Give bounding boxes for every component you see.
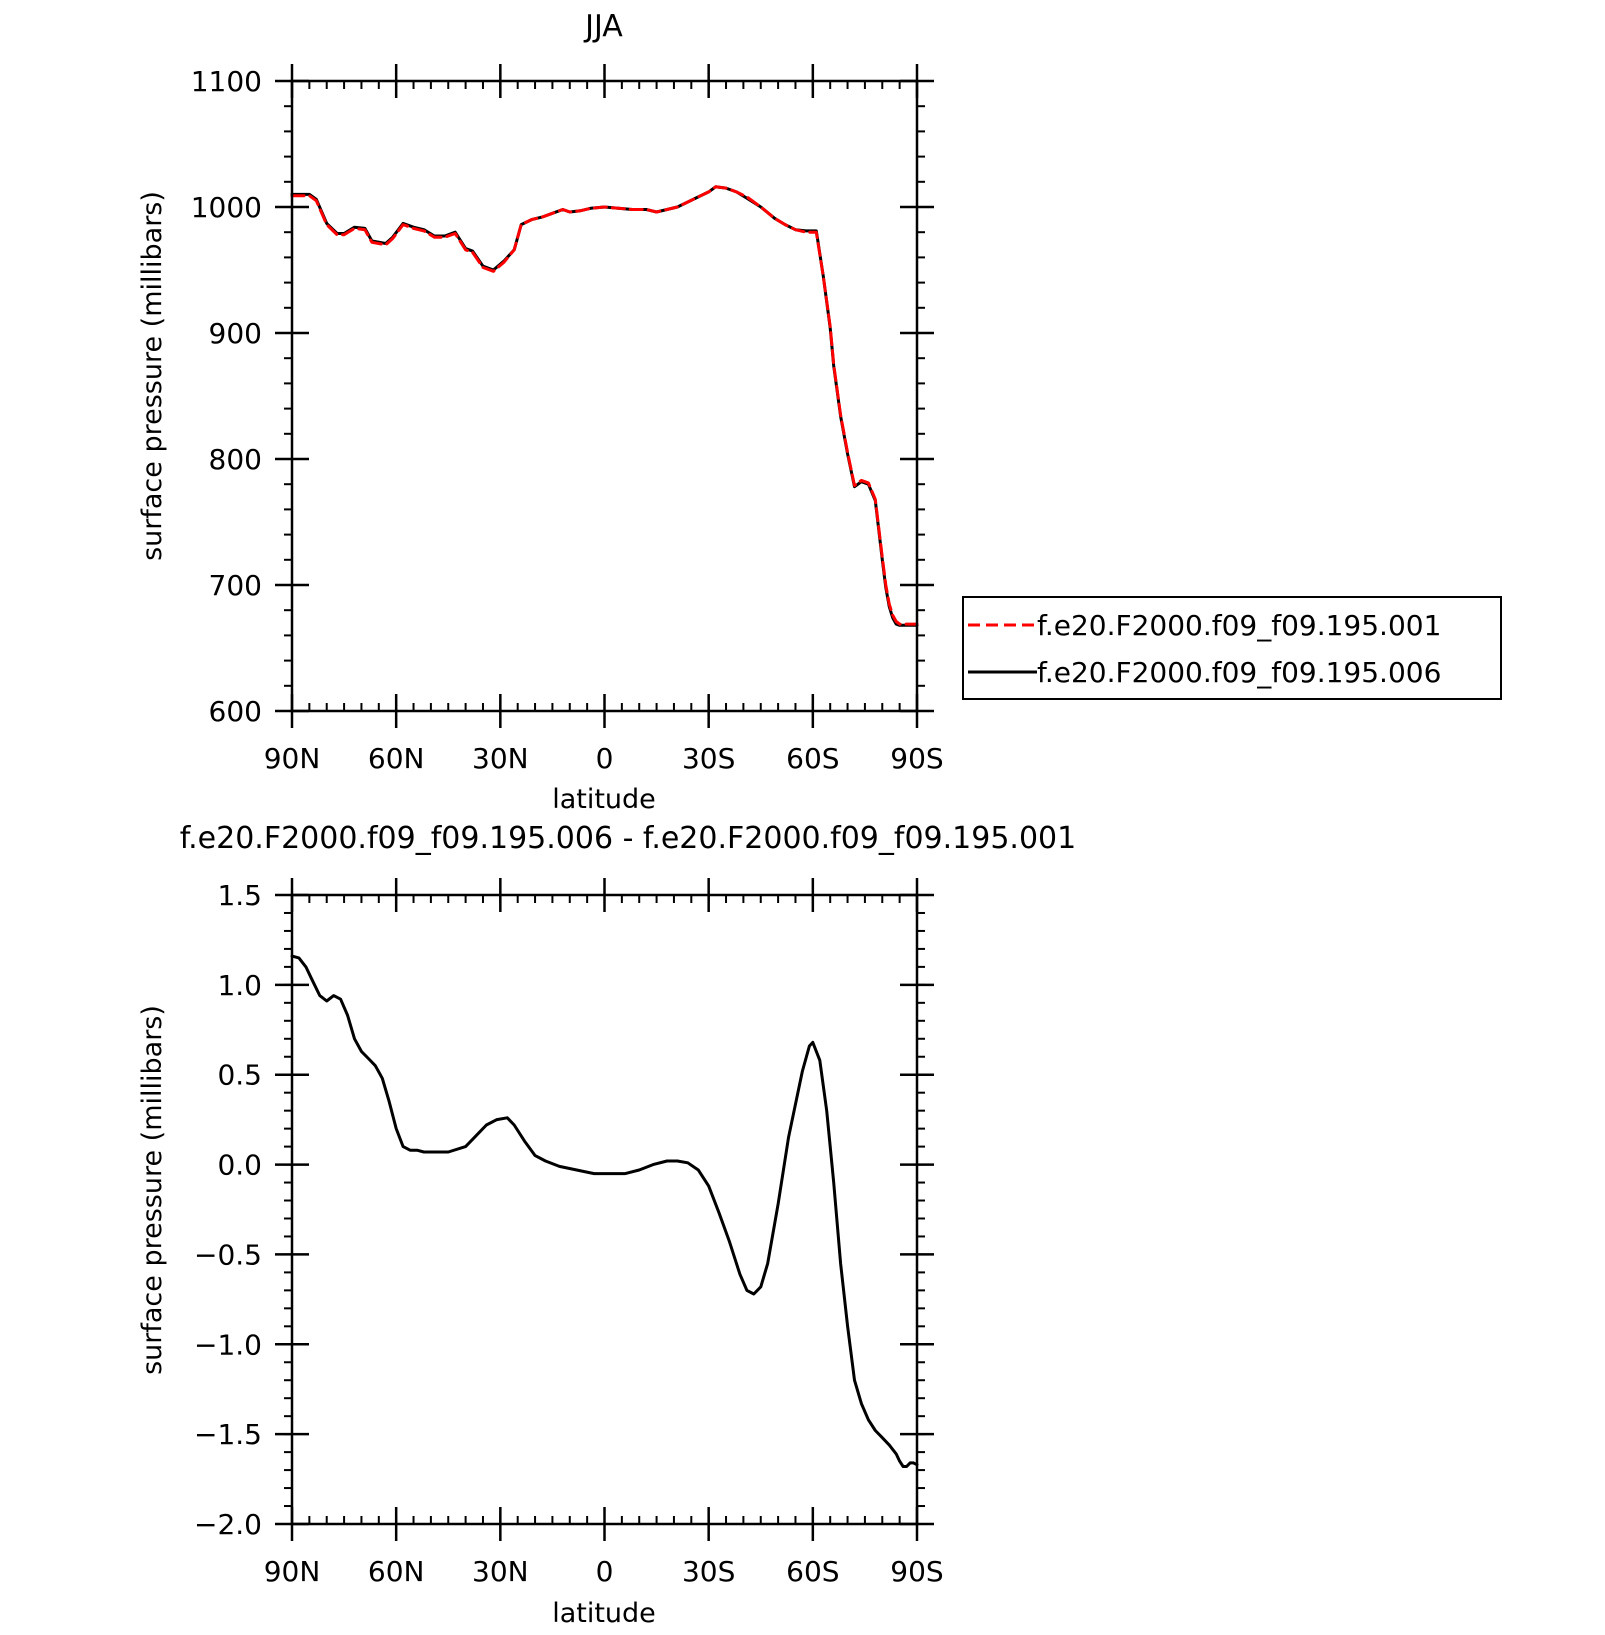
legend-box: [962, 596, 1502, 700]
top-series-lines: [290, 185, 919, 627]
top-x-tick-label: 90S: [890, 742, 943, 775]
legend: f.e20.F2000.f09_f09.195.001 f.e20.F2000.…: [962, 596, 1502, 700]
top-x-tick-label: 60S: [786, 742, 839, 775]
bottom-x-tick-label: 60N: [368, 1555, 425, 1588]
bottom-y-axis-label: surface pressure (millibars): [137, 1005, 168, 1375]
top-series-line-2: [290, 185, 919, 627]
top-y-tick-label: 700: [209, 569, 262, 602]
top-y-tick-label: 900: [209, 317, 262, 350]
bottom-y-tick-label: 1.5: [217, 879, 262, 912]
bottom-x-tick-label: 90S: [890, 1555, 943, 1588]
bottom-x-axis-label: latitude: [552, 1598, 656, 1629]
bottom-y-tick-label: −1.5: [194, 1418, 262, 1451]
bottom-panel: f.e20.F2000.f09_f09.195.006 - f.e20.F200…: [137, 821, 1076, 1629]
bottom-y-tick-label: 0.0: [217, 1149, 262, 1182]
bottom-x-tick-label: 30N: [472, 1555, 529, 1588]
top-x-tick-label: 30N: [472, 742, 529, 775]
top-x-axis-label: latitude: [552, 784, 656, 815]
legend-label-001: f.e20.F2000.f09_f09.195.001: [1037, 609, 1441, 642]
top-plot-frame: [290, 79, 919, 713]
top-x-tick-label: 0: [596, 742, 614, 775]
legend-label-006: f.e20.F2000.f09_f09.195.006: [1037, 656, 1441, 689]
top-y-tick-label: 800: [209, 443, 262, 476]
bottom-axis-ticks: 90N 60N 30N 0 30S 60S 90S −2.0 −1.5 −1.0 −0.5 0.0 0.…: [194, 878, 944, 1588]
bottom-y-tick-label: −1.0: [194, 1328, 262, 1361]
bottom-y-tick-label: −0.5: [194, 1238, 262, 1271]
top-x-tick-label: 60N: [368, 742, 425, 775]
top-series-line-1: [290, 185, 919, 626]
top-axis-ticks: 90N 60N 30N 0 30S 60S 90S 600 700 800 900 1000 1100: [191, 64, 944, 775]
bottom-y-tick-label: 1.0: [217, 969, 262, 1002]
bottom-panel-title: f.e20.F2000.f09_f09.195.006 - f.e20.F200…: [180, 821, 1076, 856]
bottom-y-tick-label: 0.5: [217, 1059, 262, 1092]
top-y-tick-label: 1000: [191, 191, 262, 224]
top-y-axis-label: surface pressure (millibars): [137, 191, 168, 561]
top-panel: JJA latitude surface pressure (millibars…: [137, 9, 944, 815]
bottom-y-tick-label: −2.0: [194, 1508, 262, 1541]
bottom-x-tick-label: 0: [596, 1555, 614, 1588]
bottom-series-line-1: [290, 954, 919, 1468]
top-y-tick-label: 1100: [191, 65, 262, 98]
bottom-plot-frame: [290, 893, 919, 1526]
bottom-x-tick-label: 30S: [682, 1555, 735, 1588]
bottom-x-tick-label: 60S: [786, 1555, 839, 1588]
top-y-tick-label: 600: [209, 695, 262, 728]
bottom-x-tick-label: 90N: [264, 1555, 321, 1588]
top-panel-title: JJA: [583, 9, 623, 44]
top-x-tick-label: 90N: [264, 742, 321, 775]
bottom-series-lines: [290, 954, 919, 1468]
top-x-tick-label: 30S: [682, 742, 735, 775]
